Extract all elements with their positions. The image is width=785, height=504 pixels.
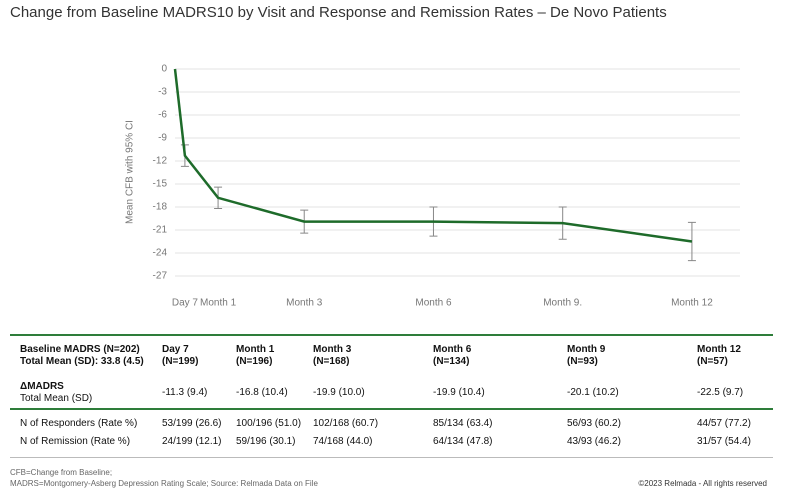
table-cell: -22.5 (9.7) <box>697 387 744 398</box>
table-cell: Month 6 <box>433 344 472 355</box>
table-cell: (N=199) <box>162 356 199 367</box>
table-cell: 74/168 (44.0) <box>313 436 373 447</box>
table-cell: Month 3 <box>313 344 352 355</box>
table-cell: 102/168 (60.7) <box>313 418 379 429</box>
table-cell: Month 9 <box>567 344 606 355</box>
copyright: ©2023 Relmada - All rights reserved <box>638 479 767 488</box>
x-tick-label: Month 9. <box>543 298 582 309</box>
y-tick-label: -18 <box>153 202 168 213</box>
x-tick-label: Month 1 <box>200 298 237 309</box>
y-tick-label: -3 <box>158 87 167 98</box>
table-cell: 43/93 (46.2) <box>567 436 621 447</box>
table-cell: -19.9 (10.0) <box>313 387 365 398</box>
table-cell: -11.3 (9.4) <box>162 387 208 398</box>
table-cell: Baseline MADRS (N=202) <box>20 344 140 355</box>
line <box>173 68 693 243</box>
table-cell: Total Mean (SD): 33.8 (4.5) <box>20 356 144 367</box>
table-cell: 59/196 (30.1) <box>236 436 296 447</box>
table-cell: 56/93 (60.2) <box>567 418 621 429</box>
y-tick-label: -15 <box>153 179 168 190</box>
table-cell: N of Responders (Rate %) <box>20 418 138 429</box>
table-cell: 100/196 (51.0) <box>236 418 302 429</box>
table-rule <box>10 408 773 410</box>
table-rule <box>10 457 773 458</box>
table-cell: (N=134) <box>433 356 470 367</box>
table-cell: -19.9 (10.4) <box>433 387 485 398</box>
table-cell: (N=168) <box>313 356 350 367</box>
note: CFB=Change from Baseline; <box>10 468 113 477</box>
table-cell: -16.8 (10.4) <box>236 387 288 398</box>
y-tick-label: -27 <box>153 271 168 282</box>
y-tick-label: -12 <box>153 156 168 167</box>
table-cell: Month 1 <box>236 344 275 355</box>
table-cell: 31/57 (54.4) <box>697 436 751 447</box>
table-cell: N of Remission (Rate %) <box>20 436 131 447</box>
table-cell: 44/57 (77.2) <box>697 418 751 429</box>
table-cell: 85/134 (63.4) <box>433 418 493 429</box>
y-tick-label: 0 <box>161 64 167 75</box>
table-cell: (N=93) <box>567 356 598 367</box>
y-tick-label: -6 <box>158 110 167 121</box>
table-rule <box>10 334 773 336</box>
chart: Mean CFB with 95% CI 0 -3 -6 -9 -12 -15 -18 -21… <box>125 64 740 309</box>
table-cell: Day 7 <box>162 344 189 355</box>
table-cell: 53/199 (26.6) <box>162 418 222 429</box>
table-cell: 24/199 (12.1) <box>162 436 222 447</box>
note: MADRS=Montgomery-Asberg Depression Ratin… <box>10 479 318 488</box>
x-tick-label: Month 3 <box>286 298 323 309</box>
table-cell: (N=57) <box>697 356 728 367</box>
y-tick-label: -9 <box>158 133 167 144</box>
y-axis-label: Mean CFB with 95% CI <box>125 120 136 224</box>
table-cell: (N=196) <box>236 356 273 367</box>
x-tick-label: Day 7 <box>172 298 199 309</box>
x-tick-label: Month 6 <box>415 298 452 309</box>
y-tick-label: -24 <box>153 248 168 259</box>
table-cell: Total Mean (SD) <box>20 393 93 404</box>
table-cell: Month 12 <box>697 344 741 355</box>
y-tick-label: -21 <box>153 225 168 236</box>
title: Change from Baseline MADRS10 by Visit an… <box>10 4 667 21</box>
table-cell: ΔMADRS <box>20 381 64 392</box>
table-cell: -20.1 (10.2) <box>567 387 619 398</box>
table-cell: 64/134 (47.8) <box>433 436 493 447</box>
x-tick-label: Month 12 <box>671 298 713 309</box>
